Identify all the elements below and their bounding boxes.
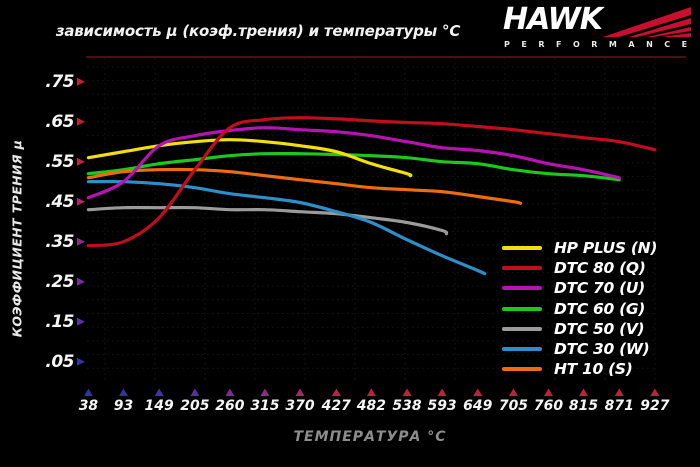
series-line-dtc-50-v [86, 205, 449, 236]
hawk-logo-subtext: PERFORMANCE [504, 40, 699, 49]
legend-swatch-line [502, 266, 542, 271]
x-tick-arrow-icon [225, 388, 235, 396]
legend-item: DTC 60 (G) [500, 299, 696, 319]
x-tick-arrow-icon [508, 388, 518, 396]
hawk-wing-icon [603, 7, 691, 37]
x-tick-label: 649 [463, 398, 493, 414]
y-tick-label: .75 [45, 71, 74, 92]
y-tick-label: .15 [45, 311, 74, 332]
y-tick-arrow-icon [77, 357, 85, 366]
legend-item: HP PLUS (N) [500, 238, 696, 258]
x-tick-arrow-icon [437, 388, 447, 396]
x-tick-arrow-icon [190, 388, 200, 396]
legend-swatch-line [502, 286, 542, 291]
legend-swatch-line [502, 306, 542, 311]
series-line-dtc-70-u [86, 126, 621, 200]
y-tick-label: .55 [45, 151, 74, 172]
legend-item: HT 10 (S) [500, 359, 696, 379]
y-tick-arrow-icon [77, 197, 85, 206]
legend-swatch-line [502, 246, 542, 251]
x-axis-title: ТЕМПЕРАТУРА °C [293, 429, 447, 445]
x-tick-arrow-icon [614, 388, 624, 396]
legend-item: DTC 30 (W) [500, 339, 696, 359]
series-line-hp-plus-n [86, 138, 413, 178]
legend-item: DTC 70 (U) [500, 278, 696, 298]
legend-label: HT 10 (S) [554, 360, 633, 379]
x-tick-arrow-icon [402, 388, 412, 396]
hawk-logo-text: HAWK [503, 2, 603, 37]
x-tick-arrow-icon [366, 388, 376, 396]
x-tick-arrow-icon [83, 388, 93, 396]
legend-label: DTC 50 (V) [554, 319, 645, 338]
y-tick-arrow-icon [77, 237, 85, 246]
x-tick-label: 538 [392, 398, 422, 414]
series-line-dtc-60-g [86, 151, 621, 182]
y-tick-label: .45 [45, 191, 74, 212]
legend-label: HP PLUS (N) [554, 239, 658, 258]
x-tick-label: 315 [250, 398, 280, 414]
x-tick-label: 705 [498, 398, 529, 414]
y-axis-title: КОЭФФИЦИЕНТ ТРЕНИЯ μ [9, 139, 25, 338]
x-tick-label: 260 [215, 398, 245, 414]
series-line-ht-10-s [86, 167, 523, 205]
y-tick-arrow-icon [77, 77, 85, 86]
legend-swatch-line [502, 326, 542, 331]
x-tick-arrow-icon [118, 388, 128, 396]
x-tick-label: 760 [533, 398, 564, 414]
x-tick-arrow-icon [331, 388, 341, 396]
x-tick-label: 205 [180, 398, 210, 414]
legend: HP PLUS (N) DTC 80 (Q) DTC 70 (U) DTC 60 (G… [500, 238, 696, 379]
x-tick-label: 482 [356, 398, 386, 414]
legend-item: DTC 80 (Q) [500, 258, 696, 278]
legend-label: DTC 60 (G) [554, 299, 646, 318]
legend-swatch-line [502, 347, 542, 352]
y-tick-arrow-icon [77, 317, 85, 326]
x-tick-label: 815 [568, 398, 599, 414]
y-tick-label: .05 [45, 351, 74, 372]
x-tick-label: 149 [144, 398, 174, 414]
x-tick-arrow-icon [295, 388, 305, 396]
series-line-dtc-80-q [86, 116, 657, 248]
x-tick-label: 93 [113, 398, 134, 414]
legend-label: DTC 80 (Q) [554, 259, 646, 278]
chart-title: зависимость μ (коэф.трения) и температур… [55, 22, 461, 40]
x-tick-label: 871 [604, 398, 634, 414]
y-tick-arrow-icon [77, 157, 85, 166]
y-tick-label: .35 [45, 231, 74, 252]
series-line-dtc-30-w [86, 179, 487, 276]
x-tick-arrow-icon [579, 388, 589, 396]
legend-label: DTC 70 (U) [554, 279, 645, 298]
y-tick-arrow-icon [77, 117, 85, 126]
x-tick-arrow-icon [650, 388, 660, 396]
x-tick-arrow-icon [473, 388, 483, 396]
x-tick-label: 427 [321, 398, 351, 414]
y-tick-label: .25 [45, 271, 74, 292]
x-tick-label: 927 [640, 398, 670, 414]
x-tick-arrow-icon [154, 388, 164, 396]
y-tick-label: .65 [45, 111, 74, 132]
legend-swatch-line [502, 367, 542, 372]
y-tick-arrow-icon [77, 277, 85, 286]
x-tick-arrow-icon [544, 388, 553, 396]
x-tick-label: 370 [285, 398, 315, 414]
legend-label: DTC 30 (W) [554, 340, 650, 359]
x-tick-label: 38 [78, 398, 99, 414]
x-tick-label: 593 [427, 398, 457, 414]
legend-item: DTC 50 (V) [500, 319, 696, 339]
x-tick-arrow-icon [260, 388, 270, 396]
hawk-logo: HAWK PERFORMANCE [495, 2, 699, 52]
